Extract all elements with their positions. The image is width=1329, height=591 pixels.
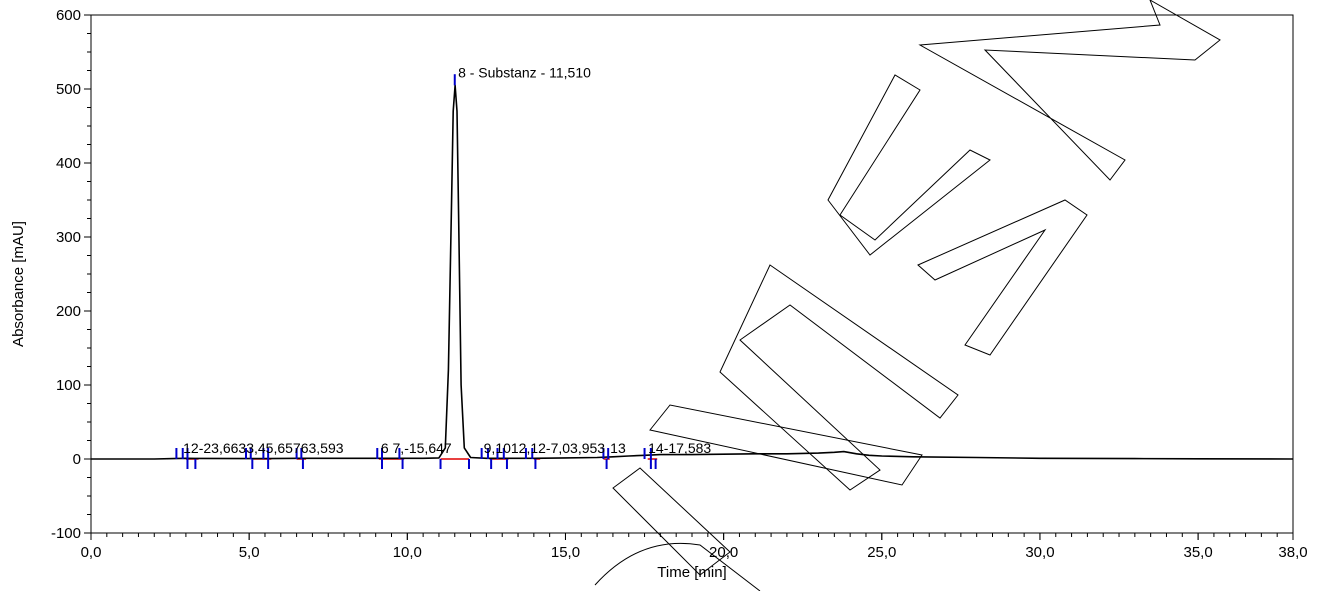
peak-label: 13 (610, 440, 626, 456)
peak-labels: 12-23,6633,45,65763,593 6 7,-15,647 8 - Su… (183, 64, 711, 456)
x-axis-title: Time [min] (657, 564, 726, 581)
y-tick-label: 400 (56, 155, 81, 172)
y-tick-label: 300 (56, 229, 81, 246)
peak-label: 8 - Substanz - 11,510 (458, 64, 591, 80)
x-tick-label: 5,0 (239, 544, 260, 561)
watermark-stroke-1 (612, 467, 731, 576)
series-line-1 (91, 84, 1294, 460)
y-tick-label: 200 (56, 303, 81, 320)
y-tick-label: 0 (73, 451, 81, 468)
watermark-stroke-7 (594, 542, 761, 591)
x-tick-label: 10,0 (393, 544, 422, 561)
series-layer (91, 84, 1294, 460)
watermark-stroke-5 (917, 199, 1088, 356)
peak-label: 9,1012,12-7,03,953 (484, 440, 606, 456)
x-tick-label: 30,0 (1025, 544, 1054, 561)
watermark-stroke-3 (719, 264, 959, 491)
watermark-stroke-6 (918, 0, 1221, 181)
x-tick-label: 25,0 (867, 544, 896, 561)
y-tick-label: 100 (56, 377, 81, 394)
peak-label: 12-23,6633,45,65763,593 (183, 440, 344, 456)
y-tick-label: -100 (51, 525, 81, 542)
watermark-stroke-4 (827, 74, 991, 256)
peak-label: 14-17,583 (648, 440, 711, 456)
watermark-logo (594, 0, 1221, 591)
peak-label: 6 7,-15,647 (381, 440, 452, 456)
y-tick-label: 600 (56, 7, 81, 24)
x-tick-label: 35,0 (1184, 544, 1213, 561)
peak-markers (175, 74, 657, 469)
watermark-stroke-2 (649, 404, 923, 486)
x-tick-label: 15,0 (551, 544, 580, 561)
y-axis-title: Absorbance [mAU] (10, 221, 27, 347)
y-axis-ticks: -100 0 100 200 300 400 500 600 (51, 7, 91, 542)
x-axis-ticks: 0,0 5,0 10,0 15,0 20,0 25,0 30,0 35,0 38,0 (81, 533, 1308, 561)
x-tick-label: 38,0 (1278, 544, 1307, 561)
y-tick-label: 500 (56, 81, 81, 98)
x-tick-label: 0,0 (81, 544, 102, 561)
x-tick-label: 20,0 (709, 544, 738, 561)
